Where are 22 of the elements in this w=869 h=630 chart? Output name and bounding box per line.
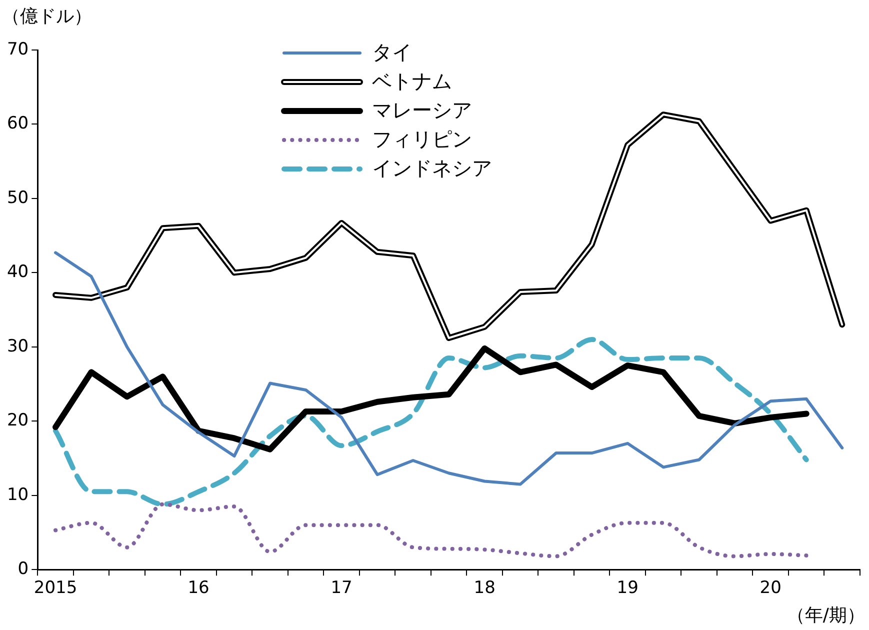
- line-series: [54, 502, 808, 558]
- x-tick-label: 16: [188, 578, 210, 598]
- y-axis-title: （億ドル）: [2, 5, 92, 28]
- legend-label: タイ: [372, 39, 412, 66]
- y-tick-label: 10: [6, 484, 29, 505]
- legend-label: ベトナム: [372, 68, 452, 95]
- x-axis-title: （年/期）: [786, 604, 865, 627]
- x-tick-label: 20: [760, 578, 782, 598]
- x-tick-label: 18: [474, 578, 496, 598]
- legend-label: マレーシア: [372, 97, 472, 124]
- y-tick-label: 60: [6, 114, 29, 134]
- y-tick-label: 40: [6, 262, 29, 282]
- y-tick-label: 30: [6, 336, 29, 356]
- x-tick-label: 19: [616, 578, 638, 598]
- legend-label: フィリピン: [372, 126, 472, 153]
- y-tick-label: 0: [18, 559, 29, 580]
- y-tick-label: 50: [6, 188, 29, 208]
- y-tick-label: 70: [6, 39, 29, 60]
- x-tick-label: 2015: [34, 578, 78, 598]
- y-tick-label: 20: [6, 410, 29, 431]
- x-tick-label: 17: [330, 578, 352, 598]
- legend-label: インドネシア: [372, 155, 492, 182]
